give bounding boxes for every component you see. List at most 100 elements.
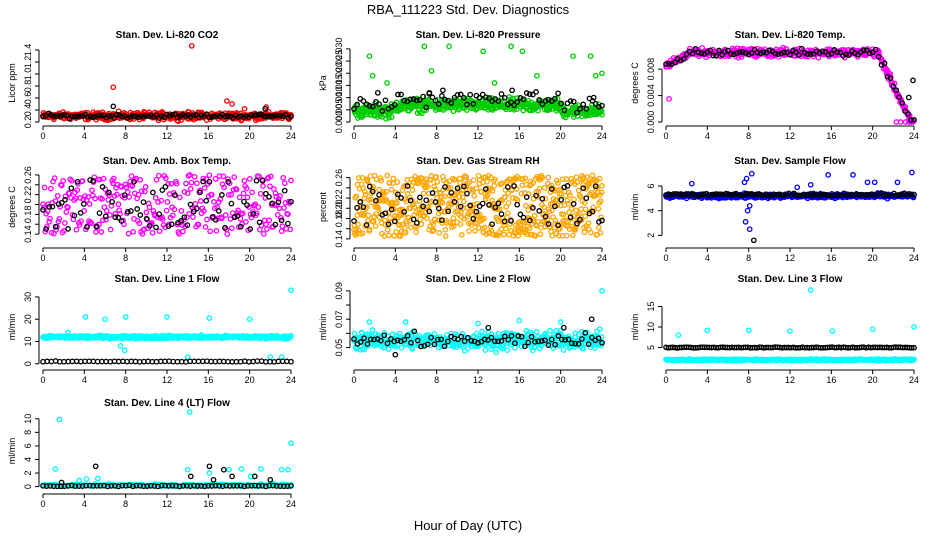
data-point <box>508 43 514 50</box>
data-point <box>743 175 750 182</box>
data-point <box>352 232 359 239</box>
data-point <box>366 319 373 325</box>
panel-8-x-tick-label: 12 <box>473 375 483 385</box>
data-point <box>502 194 508 201</box>
data-point <box>445 184 452 191</box>
data-point <box>400 211 407 218</box>
data-point <box>211 199 217 205</box>
data-point <box>479 91 486 98</box>
data-point <box>235 114 242 120</box>
panel-1-series-primary <box>40 42 294 124</box>
panel-2-y-tick-label: 0.020 <box>334 62 344 85</box>
data-point <box>235 207 241 214</box>
data-point <box>208 191 215 198</box>
data-point <box>436 230 443 236</box>
data-point <box>457 221 464 227</box>
data-point <box>504 210 511 216</box>
data-point <box>850 172 856 178</box>
data-point <box>452 176 458 183</box>
data-point <box>834 49 841 55</box>
data-point <box>130 228 137 235</box>
data-point <box>430 221 437 228</box>
data-point <box>182 112 189 119</box>
data-point <box>731 51 737 58</box>
data-point <box>905 94 912 101</box>
data-point <box>211 113 218 120</box>
data-point <box>663 61 669 67</box>
data-point <box>516 317 523 324</box>
data-point <box>481 224 488 231</box>
data-point <box>413 97 420 104</box>
data-point <box>401 97 408 104</box>
data-point <box>121 192 128 198</box>
panel-2-y-tick-label: 0.025 <box>334 50 344 73</box>
data-point <box>243 113 249 120</box>
data-point <box>176 231 182 237</box>
data-point <box>288 198 294 205</box>
data-point <box>356 186 363 192</box>
data-point <box>748 170 755 177</box>
data-point <box>168 221 175 228</box>
panel-9-ylabel: ml/min <box>630 314 640 341</box>
data-point <box>132 113 139 120</box>
data-point <box>420 93 426 100</box>
data-point <box>420 190 427 197</box>
data-point <box>267 173 274 180</box>
data-point <box>61 112 67 118</box>
data-point <box>569 219 575 226</box>
data-point <box>110 175 117 182</box>
data-point <box>142 184 149 190</box>
data-point <box>178 217 184 224</box>
data-point <box>87 113 94 120</box>
data-point <box>447 184 454 191</box>
data-point <box>206 114 213 121</box>
data-point <box>385 209 392 216</box>
data-point <box>688 180 695 187</box>
data-point <box>698 50 705 56</box>
data-point <box>407 96 414 103</box>
data-point <box>573 207 579 214</box>
data-point <box>68 185 75 192</box>
data-point <box>156 228 163 235</box>
data-point <box>106 192 112 199</box>
data-point <box>523 202 529 209</box>
data-point <box>134 206 141 212</box>
data-point <box>206 315 213 321</box>
data-point <box>444 220 450 226</box>
data-point <box>860 47 867 54</box>
data-point <box>501 94 508 101</box>
data-point <box>225 191 232 198</box>
data-point <box>118 218 125 224</box>
panel-7-title: Stan. Dev. Line 1 Flow <box>115 274 220 285</box>
data-point <box>228 191 234 198</box>
data-point <box>442 233 449 239</box>
data-point <box>124 115 131 121</box>
data-point <box>575 187 582 194</box>
data-point <box>557 319 564 325</box>
panel-1-ylabel: Licor ppm <box>7 63 17 103</box>
data-point <box>351 106 357 112</box>
data-point <box>399 221 405 228</box>
data-point <box>402 229 409 236</box>
data-point <box>229 225 235 231</box>
panel-1-y-axis: 0.20.40.60.81.01.21.4 <box>23 44 40 128</box>
data-point <box>448 100 455 106</box>
data-point <box>281 205 287 211</box>
data-point <box>121 347 128 354</box>
data-point <box>361 188 368 195</box>
data-point <box>188 179 195 186</box>
data-point <box>578 206 585 212</box>
data-point <box>241 177 248 184</box>
data-point <box>719 52 725 58</box>
data-point <box>894 179 901 186</box>
data-point <box>71 212 78 219</box>
data-point <box>183 180 189 187</box>
data-point <box>822 49 829 55</box>
panel-4-ylabel: degrees C <box>7 186 17 228</box>
panel-4-x-tick-label: 12 <box>162 253 172 263</box>
data-point <box>896 94 903 101</box>
data-point <box>590 94 597 101</box>
data-point <box>807 51 814 57</box>
data-point <box>80 201 87 207</box>
panel-6-x-tick-label: 4 <box>705 253 710 263</box>
